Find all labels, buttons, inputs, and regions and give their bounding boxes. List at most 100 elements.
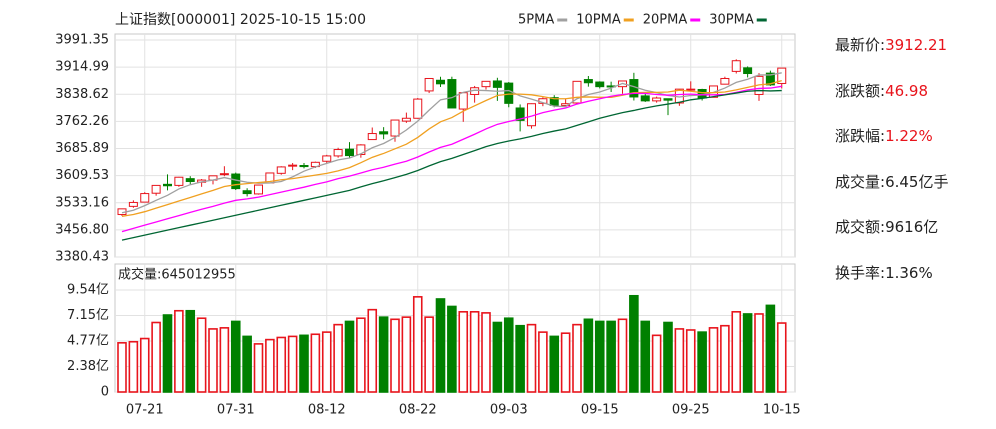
candle-body	[151, 184, 161, 194]
y-tick-label: 3609.53	[55, 168, 109, 183]
x-tick-label: 10-15	[763, 403, 801, 418]
volume-bar	[481, 312, 491, 393]
candle-body	[379, 131, 389, 135]
candle-body	[731, 60, 741, 72]
candle-body	[447, 79, 457, 109]
candle-body	[242, 190, 252, 195]
x-tick-label: 08-22	[399, 403, 437, 418]
volume-bar	[139, 337, 150, 393]
x-tick-label: 07-21	[126, 403, 164, 418]
volume-bar	[253, 343, 264, 393]
volume-bar	[594, 320, 605, 393]
volume-bar	[367, 308, 378, 393]
quote-value: 6.45亿手	[885, 172, 949, 191]
volume-bar	[583, 318, 594, 393]
quote-value: 1.22%	[885, 127, 933, 145]
volume-bar	[674, 328, 685, 393]
volume-bar	[685, 329, 696, 393]
candle-body	[163, 183, 172, 187]
volume-bar	[310, 333, 321, 393]
volume-bar	[412, 296, 423, 393]
volume-bar	[390, 318, 400, 393]
candle-body	[561, 103, 571, 106]
volume-bar	[560, 332, 571, 393]
candle-body	[401, 117, 411, 122]
candle-body	[492, 80, 502, 88]
quote-value: 3912.21	[885, 36, 948, 54]
y-tick-label: 3533.16	[55, 195, 109, 210]
volume-bar	[401, 316, 412, 393]
volume-bar	[708, 327, 719, 393]
volume-bar	[333, 323, 343, 393]
volume-bar	[174, 309, 184, 393]
legend-label: 30PMA	[709, 13, 754, 28]
candle-body	[356, 144, 366, 155]
quote-label: 涨跌额:	[835, 81, 886, 100]
x-tick-label: 07-31	[217, 403, 255, 418]
quote-label: 成交量:	[835, 172, 886, 191]
quote-label: 成交额:	[835, 218, 886, 236]
volume-bar	[117, 342, 127, 393]
y-tick-label: 3991.35	[55, 33, 109, 48]
y-tick-label: 3762.26	[55, 114, 109, 129]
volume-bar	[617, 318, 628, 393]
y-tick-label: 4.77亿	[67, 334, 109, 349]
legend-label: 10PMA	[576, 13, 621, 28]
candle-body	[333, 149, 343, 157]
candle-body	[777, 67, 787, 84]
y-tick-label: 3380.43	[55, 250, 109, 265]
candle-body	[640, 95, 650, 102]
candle-body	[413, 98, 423, 119]
ma-line	[121, 89, 782, 241]
candle-body	[652, 97, 662, 102]
volume-bar	[128, 340, 139, 393]
volume-bar	[754, 313, 764, 393]
candle-body	[185, 178, 195, 182]
x-tick-label: 09-25	[672, 403, 710, 418]
volume-bar	[526, 323, 537, 393]
volume-bar	[720, 324, 730, 393]
candle-body	[140, 193, 150, 203]
volume-bar	[378, 316, 389, 393]
quote-value: 1.36%	[885, 263, 933, 282]
volume-bar	[458, 311, 469, 393]
candle-body	[549, 97, 559, 106]
quote-value: 9616亿	[885, 218, 939, 236]
quote-label: 涨跌幅:	[835, 127, 886, 145]
volume-bar	[287, 335, 298, 393]
volume-bar	[640, 320, 651, 393]
volume-bar	[606, 320, 616, 393]
candle-body	[128, 201, 138, 207]
candle-body	[390, 119, 400, 137]
y-tick-label: 3838.62	[55, 87, 109, 102]
volume-bar	[208, 328, 218, 393]
candle-body	[219, 173, 229, 176]
volume-bar	[242, 335, 252, 393]
volume-bar	[538, 331, 548, 393]
x-tick-label: 08-12	[308, 403, 346, 418]
candle-body	[765, 72, 775, 86]
volume-bar	[469, 311, 480, 393]
x-tick-label: 09-15	[581, 403, 619, 418]
candle-body	[174, 176, 184, 186]
volume-bar	[503, 317, 514, 393]
candle-body	[583, 79, 593, 84]
candle-body	[436, 79, 445, 85]
quote-value: 46.98	[885, 81, 929, 100]
candle-body	[345, 148, 354, 157]
volume-bar	[572, 323, 582, 393]
ma-line	[121, 85, 782, 233]
volume-bar	[151, 321, 161, 393]
volume-bar	[356, 317, 366, 393]
candle-body	[515, 107, 525, 121]
volume-bar	[321, 331, 332, 393]
candle-body	[288, 164, 298, 167]
quote-row: 成交量:6.45亿手	[835, 171, 995, 217]
volume-bar	[162, 314, 173, 393]
candle-body	[663, 98, 673, 101]
volume-bar	[344, 320, 355, 393]
volume-bar	[731, 311, 742, 393]
candle-body	[424, 77, 434, 92]
quote-row: 涨跌幅:1.22%	[835, 125, 995, 171]
legend-label: 5PMA	[518, 13, 554, 28]
